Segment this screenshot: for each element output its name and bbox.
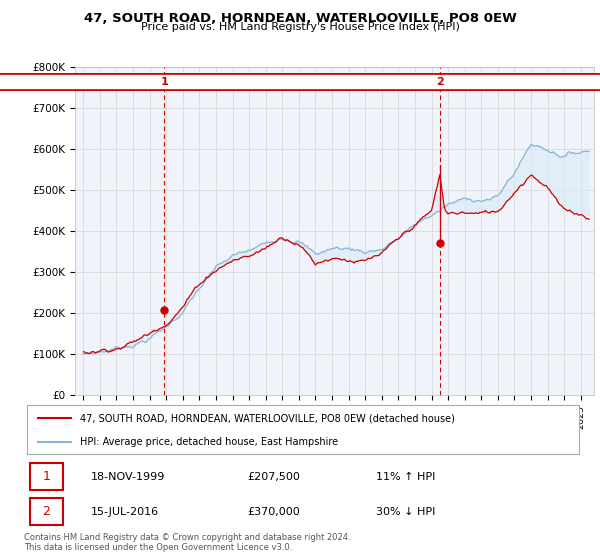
- Text: 47, SOUTH ROAD, HORNDEAN, WATERLOOVILLE, PO8 0EW (detached house): 47, SOUTH ROAD, HORNDEAN, WATERLOOVILLE,…: [80, 413, 455, 423]
- Text: This data is licensed under the Open Government Licence v3.0.: This data is licensed under the Open Gov…: [24, 543, 292, 552]
- Text: 47, SOUTH ROAD, HORNDEAN, WATERLOOVILLE, PO8 0EW: 47, SOUTH ROAD, HORNDEAN, WATERLOOVILLE,…: [83, 12, 517, 25]
- Text: £207,500: £207,500: [247, 472, 300, 482]
- Text: £370,000: £370,000: [247, 507, 300, 517]
- Text: 1: 1: [43, 470, 50, 483]
- Text: 18-NOV-1999: 18-NOV-1999: [91, 472, 166, 482]
- Text: 2: 2: [437, 77, 445, 87]
- Text: HPI: Average price, detached house, East Hampshire: HPI: Average price, detached house, East…: [80, 436, 338, 446]
- FancyBboxPatch shape: [0, 74, 600, 90]
- Text: 1: 1: [160, 77, 168, 87]
- Text: 2: 2: [43, 505, 50, 518]
- Text: Contains HM Land Registry data © Crown copyright and database right 2024.: Contains HM Land Registry data © Crown c…: [24, 533, 350, 542]
- Text: Price paid vs. HM Land Registry's House Price Index (HPI): Price paid vs. HM Land Registry's House …: [140, 22, 460, 32]
- FancyBboxPatch shape: [27, 405, 579, 454]
- Text: 11% ↑ HPI: 11% ↑ HPI: [376, 472, 435, 482]
- Text: 15-JUL-2016: 15-JUL-2016: [91, 507, 159, 517]
- FancyBboxPatch shape: [0, 74, 600, 90]
- Text: 30% ↓ HPI: 30% ↓ HPI: [376, 507, 435, 517]
